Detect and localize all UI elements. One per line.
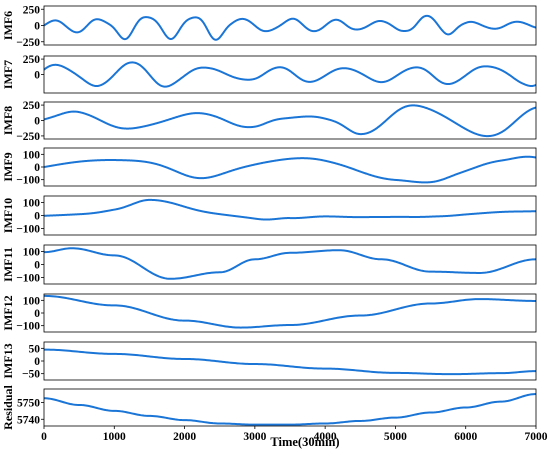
y-tick-label: 0 — [34, 211, 40, 223]
y-tick-label: −50 — [22, 369, 40, 381]
x-tick-label: 0 — [41, 431, 47, 443]
y-tick-label: 0 — [34, 21, 40, 33]
panel-frame — [43, 388, 537, 427]
series-line-imf8 — [44, 104, 536, 138]
panel-label: IMF12 — [1, 295, 15, 330]
y-tick-label: −100 — [16, 321, 40, 333]
panel-label: IMF8 — [1, 106, 15, 135]
y-tick-label: 5750 — [17, 397, 40, 409]
panel-label: IMF9 — [1, 152, 15, 181]
series-line-imf13 — [44, 348, 536, 376]
y-tick-label: 50 — [29, 343, 41, 355]
panel-frame — [43, 244, 537, 285]
panel-label: IMF11 — [1, 247, 15, 282]
panel-imf7: 250 0 IMF7 — [1, 54, 537, 94]
y-tick-label: 0 — [34, 70, 40, 82]
series-line-imf7 — [44, 61, 536, 88]
x-tick-label: 7000 — [525, 431, 548, 443]
panel-label: IMF13 — [1, 343, 15, 378]
series-line-residual — [44, 393, 536, 426]
y-tick-label: 0 — [34, 116, 40, 128]
y-tick-label: −100 — [16, 224, 40, 236]
panel-frame — [43, 55, 537, 94]
y-tick-label: 100 — [23, 198, 41, 210]
x-axis: 0 1000 2000 3000 4000 5000 6000 7000 — [41, 426, 548, 443]
x-tick-label: 1000 — [103, 431, 126, 443]
y-tick-label: −250 — [16, 37, 40, 49]
y-tick-label: 100 — [23, 247, 41, 259]
y-tick-label: 0 — [34, 356, 40, 368]
series-line-imf9 — [44, 155, 536, 184]
series-line-imf11 — [44, 247, 536, 280]
panel-label: IMF10 — [1, 198, 15, 233]
y-tick-label: −100 — [16, 175, 40, 187]
y-tick-label: 100 — [23, 149, 41, 161]
y-tick-label: 0 — [34, 162, 40, 174]
y-tick-label: 100 — [23, 295, 41, 307]
y-tick-label: 5740 — [17, 414, 40, 426]
panel-imf13: 500−50 IMF13 — [1, 341, 537, 381]
series-line-imf12 — [44, 294, 536, 329]
y-tick-label: −250 — [16, 131, 40, 143]
x-tick-label: 3000 — [243, 431, 266, 443]
y-tick-label: 250 — [23, 100, 41, 112]
y-tick-label: 0 — [34, 308, 40, 320]
y-tick-label: 250 — [23, 54, 41, 66]
panel-label: IMF7 — [1, 60, 15, 89]
series-line-imf6 — [44, 14, 536, 41]
x-axis-label: Time(30min) — [270, 435, 339, 449]
x-tick-label: 6000 — [454, 431, 477, 443]
x-tick-label: 5000 — [384, 431, 407, 443]
y-tick-label: 250 — [23, 4, 41, 16]
panel-frame — [43, 147, 537, 187]
chart-panels: 2500−250IMF62500IMF72500−250IMF81000−100… — [1, 4, 537, 430]
panel-label: Residual — [1, 385, 15, 430]
x-tick-label: 4000 — [314, 431, 337, 443]
y-tick-label: −100 — [16, 273, 40, 285]
panel-label: IMF6 — [1, 11, 15, 40]
y-tick-label: 0 — [34, 260, 40, 272]
series-line-imf10 — [44, 198, 536, 221]
x-tick-label: 2000 — [173, 431, 196, 443]
panel-frame — [43, 101, 537, 140]
